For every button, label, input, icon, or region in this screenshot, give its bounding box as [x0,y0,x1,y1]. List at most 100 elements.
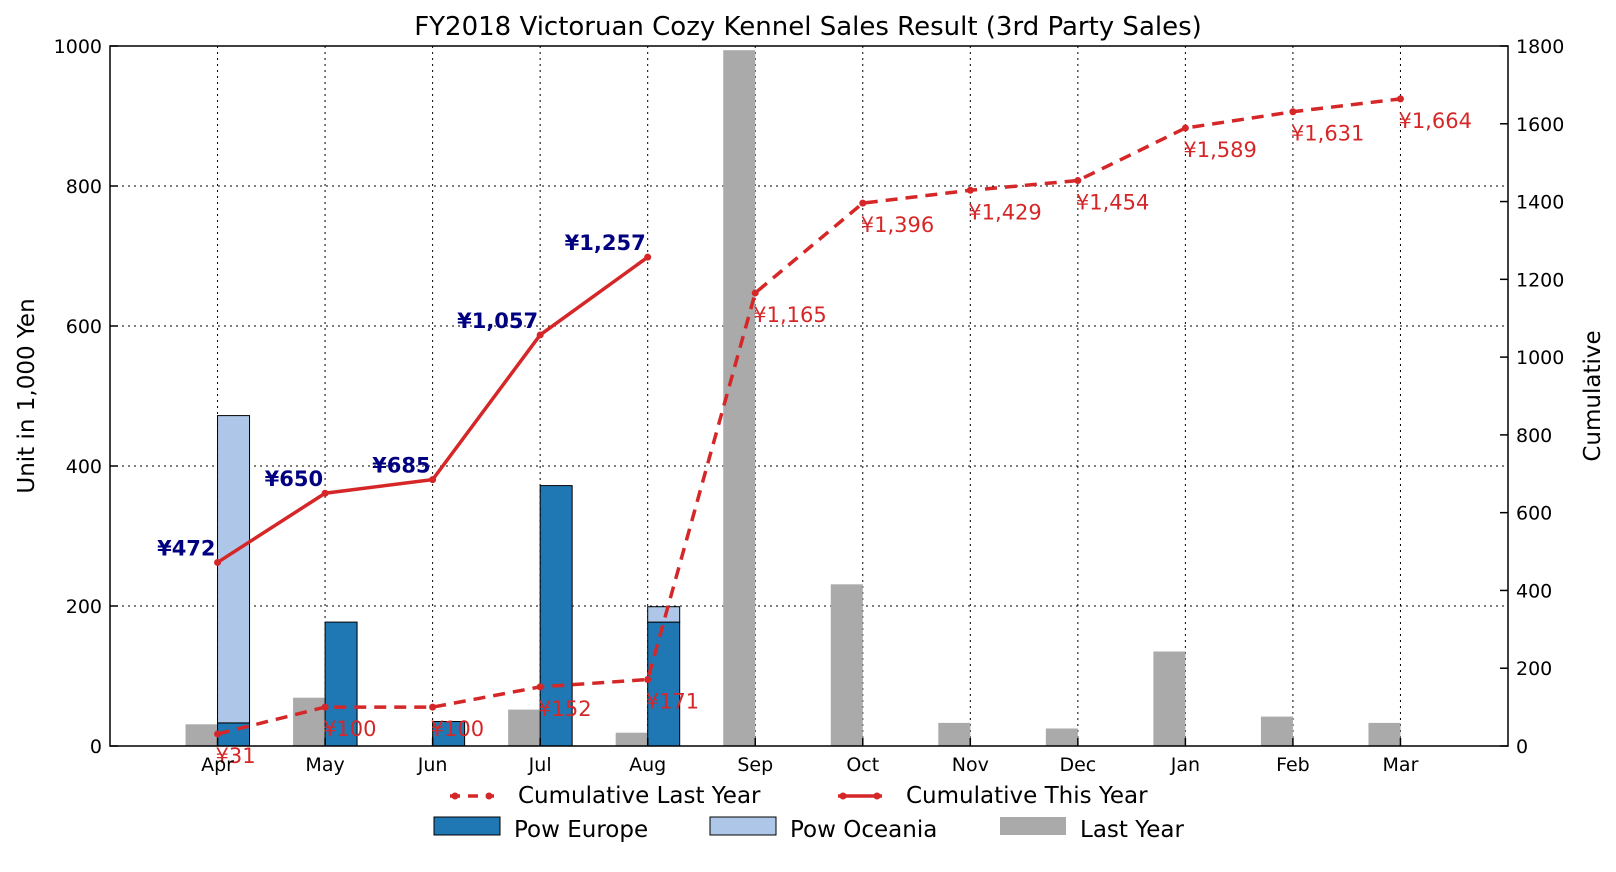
axes-layer: 0 200 400 600 800 1000 0 200 400 600 800 1000 1200 14… [54,36,1565,776]
label-cumulative-this-year: ¥472 [157,536,215,560]
y-tick-label: 200 [66,596,102,618]
label-cumulative-this-year: ¥1,057 [457,309,538,333]
x-tick-label: Jul [528,754,552,776]
point-cumulative-last-year [859,199,867,207]
bar-last-year [1368,722,1401,746]
y-axis-label: Unit in 1,000 Yen [14,298,40,493]
bar-last-year [615,732,648,746]
label-cumulative-last-year: ¥1,165 [753,303,826,327]
bar-last-year [723,50,756,746]
plot-frame [109,45,1509,747]
bar-pow-europe [432,721,466,747]
lines-layer [214,95,1404,738]
bar-pow-europe [324,621,358,747]
label-cumulative-this-year: ¥650 [265,467,323,491]
y2-tick-label: 800 [1516,425,1552,447]
y-tick-label: 400 [66,456,102,478]
label-cumulative-last-year: ¥152 [538,697,591,721]
legend-label-pow-oceania: Pow Oceania [790,817,937,843]
y2-tick-label: 1200 [1516,269,1564,291]
point-cumulative-this-year [429,476,437,484]
bars-layer [185,50,1401,747]
y-tick-label: 0 [90,736,102,758]
legend-label-cumulative-last-year: Cumulative Last Year [518,783,761,809]
bar-last-year [508,709,541,746]
y2-tick-label: 200 [1516,658,1552,680]
bar-last-year [293,697,326,746]
label-cumulative-this-year: ¥685 [372,454,430,478]
x-tick-label: Nov [952,754,989,776]
x-tick-label: Feb [1276,754,1310,776]
y2-tick-label: 1800 [1516,36,1564,58]
point-cumulative-this-year [321,489,329,497]
legend-label-pow-europe: Pow Europe [514,817,648,843]
point-cumulative-last-year [966,186,974,194]
point-cumulative-this-year [214,558,222,566]
point-cumulative-last-year [429,703,437,711]
label-cumulative-last-year: ¥1,396 [861,213,934,237]
y2-tick-label: 600 [1516,503,1552,525]
point-cumulative-this-year [536,331,544,339]
y2-tick-label: 0 [1516,736,1528,758]
y-tick-label: 1000 [54,36,102,58]
point-cumulative-last-year [1396,95,1404,103]
label-cumulative-last-year: ¥100 [323,717,376,741]
y2-tick-label: 1400 [1516,192,1564,214]
point-cumulative-this-year [644,253,652,261]
legend-swatch-pow-oceania [709,816,777,836]
point-cumulative-last-year [1074,177,1082,185]
label-cumulative-last-year: ¥1,454 [1076,191,1149,215]
bar-last-year [938,722,971,746]
bar-last-year [1153,651,1186,746]
bar-pow-europe [647,621,681,747]
y-tick-label: 600 [66,316,102,338]
legend-label-last-year: Last Year [1080,817,1184,843]
x-tick-label: Dec [1059,754,1096,776]
label-cumulative-last-year: ¥1,631 [1291,122,1364,146]
labels-layer: ¥31 ¥100 ¥100 ¥152 ¥171 ¥1,165 ¥1,396 ¥1,429 ¥1,… [157,109,1472,768]
bar-pow-oceania [217,415,251,724]
point-cumulative-last-year [1181,124,1189,132]
x-tick-label: Apr [201,754,234,776]
x-tick-label: May [305,754,344,776]
y2-tick-label: 400 [1516,580,1552,602]
x-tick-label: Jun [417,754,448,776]
legend-swatch-last-year [1000,817,1066,835]
label-cumulative-this-year: ¥1,257 [565,231,646,255]
line-cumulative-this-year [216,255,649,564]
legend-marker-cumulative-last-year [485,792,493,800]
bar-pow-europe [539,485,573,747]
point-cumulative-last-year [214,730,222,738]
point-cumulative-last-year [536,683,544,691]
label-cumulative-last-year: ¥1,429 [968,200,1041,224]
x-tick-label: Aug [629,754,666,776]
label-cumulative-last-year: ¥1,589 [1183,138,1256,162]
x-tick-label: Sep [737,754,773,776]
bar-last-year [185,724,218,746]
bar-last-year [1260,716,1293,746]
label-cumulative-last-year: ¥171 [646,690,699,714]
x-tick-label: Jan [1170,754,1200,776]
bar-last-year [830,584,863,746]
line-cumulative-last-year [217,97,1401,736]
y-tick-label: 800 [66,176,102,198]
y2-axis-label: Cumulative [1580,330,1606,461]
legend-swatch-pow-europe [433,816,501,836]
bar-pow-oceania [647,606,681,623]
legend-label-cumulative-this-year: Cumulative This Year [906,783,1148,809]
label-cumulative-last-year: ¥1,664 [1398,109,1471,133]
bar-last-year [1045,728,1078,746]
chart-title: FY2018 Victoruan Cozy Kennel Sales Resul… [414,12,1202,42]
point-cumulative-last-year [751,289,759,297]
point-cumulative-last-year [644,676,652,683]
legend-marker-cumulative-this-year [873,792,881,800]
label-cumulative-last-year: ¥100 [431,717,484,741]
legend-marker-cumulative-this-year [839,792,847,800]
y2-tick-label: 1000 [1516,347,1564,369]
point-cumulative-last-year [1289,108,1297,116]
x-tick-label: Oct [846,754,879,776]
label-cumulative-last-year: ¥31 [216,744,256,768]
x-tick-label: Mar [1383,754,1419,776]
legend: Cumulative Last Year Cumulative This Year… [433,783,1184,843]
